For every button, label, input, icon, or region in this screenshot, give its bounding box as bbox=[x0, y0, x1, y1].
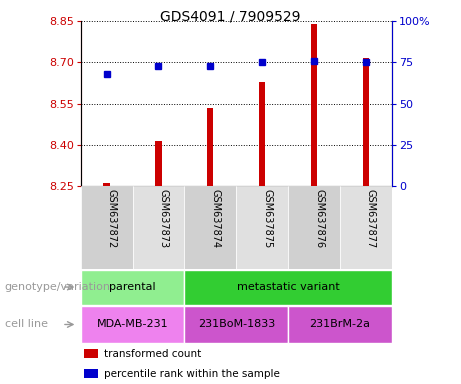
Bar bbox=[103, 183, 110, 186]
Bar bbox=[259, 82, 266, 186]
Text: GSM637873: GSM637873 bbox=[159, 189, 168, 248]
Bar bbox=[81, 186, 133, 269]
Bar bbox=[363, 58, 369, 186]
Text: 231BoM-1833: 231BoM-1833 bbox=[198, 319, 275, 329]
Bar bbox=[207, 108, 213, 186]
Bar bbox=[133, 186, 184, 269]
Bar bbox=[184, 186, 236, 269]
Text: GSM637872: GSM637872 bbox=[106, 189, 117, 248]
Text: GSM637877: GSM637877 bbox=[366, 189, 376, 248]
Bar bbox=[184, 270, 392, 305]
Bar bbox=[84, 349, 98, 358]
Bar bbox=[184, 306, 288, 343]
Bar bbox=[81, 270, 184, 305]
Text: MDA-MB-231: MDA-MB-231 bbox=[97, 319, 168, 329]
Text: 231BrM-2a: 231BrM-2a bbox=[309, 319, 371, 329]
Text: percentile rank within the sample: percentile rank within the sample bbox=[104, 369, 280, 379]
Text: genotype/variation: genotype/variation bbox=[5, 282, 111, 292]
Bar bbox=[311, 25, 317, 186]
Bar bbox=[236, 186, 288, 269]
Bar bbox=[340, 186, 392, 269]
Bar bbox=[155, 141, 161, 186]
Text: GSM637876: GSM637876 bbox=[314, 189, 324, 248]
Text: metastatic variant: metastatic variant bbox=[237, 282, 339, 292]
Text: GSM637875: GSM637875 bbox=[262, 189, 272, 248]
Text: parental: parental bbox=[109, 282, 156, 292]
Text: GSM637874: GSM637874 bbox=[210, 189, 220, 248]
Text: cell line: cell line bbox=[5, 319, 47, 329]
Bar bbox=[288, 186, 340, 269]
Bar bbox=[81, 306, 184, 343]
Text: transformed count: transformed count bbox=[104, 349, 201, 359]
Bar bbox=[84, 369, 98, 378]
Text: GDS4091 / 7909529: GDS4091 / 7909529 bbox=[160, 10, 301, 23]
Bar bbox=[288, 306, 392, 343]
